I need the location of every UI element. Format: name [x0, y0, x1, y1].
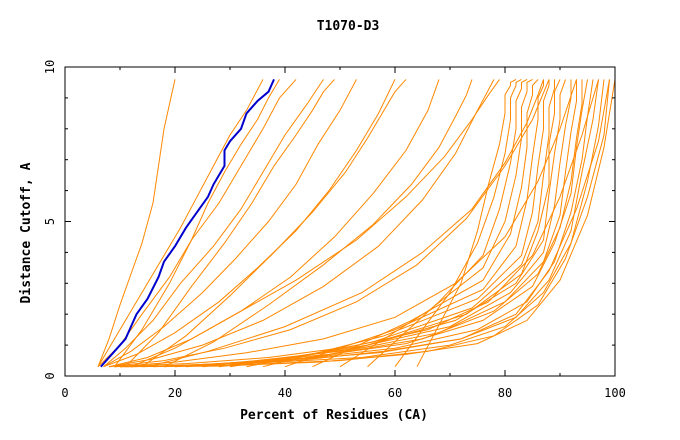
series-line-13: [119, 79, 616, 368]
y-axis-label: Distance Cutoff, A: [19, 162, 34, 303]
series-line-5: [103, 79, 357, 368]
series-line-23: [229, 79, 561, 368]
x-tick-label: 60: [388, 386, 402, 400]
x-tick-label: 40: [278, 386, 292, 400]
series-line-14: [125, 79, 610, 368]
series-line-3: [97, 79, 297, 368]
series-line-29: [367, 78, 528, 368]
series-line-37: [147, 79, 544, 368]
series-line-7: [108, 79, 440, 368]
series-line-31: [416, 78, 517, 367]
series-line-11: [114, 79, 599, 368]
series-line-1: [97, 79, 176, 367]
series-line-27: [312, 79, 539, 368]
series-line-9: [108, 79, 550, 368]
series-line-33: [125, 79, 335, 368]
series-line-20: [185, 79, 577, 368]
chart-title: T1070-D3: [317, 19, 380, 34]
series-line-25: [262, 79, 550, 368]
series-line-22: [218, 79, 566, 368]
x-tick-label: 80: [498, 386, 512, 400]
series-line-12: [119, 79, 610, 368]
series-line-10: [114, 79, 577, 368]
x-axis-label: Percent of Residues (CA): [240, 408, 428, 423]
series-line-26: [284, 79, 544, 368]
y-tick-label: 10: [43, 60, 57, 74]
series-line-17: [152, 79, 594, 368]
series-line-16: [141, 79, 599, 368]
y-tick-label: 0: [43, 372, 57, 379]
series-line-24: [246, 79, 555, 368]
series-line-4: [103, 79, 324, 368]
series-line-35: [163, 79, 473, 368]
series-line-32: [114, 79, 280, 367]
series-line-34: [141, 79, 407, 368]
x-tick-label: 100: [604, 386, 626, 400]
series-line-19: [174, 79, 583, 368]
series-layer: [97, 78, 616, 368]
x-tick-label: 20: [168, 386, 182, 400]
series-line-15: [130, 79, 605, 368]
highlight-layer: [100, 78, 275, 368]
x-tick-label: 0: [61, 386, 68, 400]
tick-layer: 0 20 40 60 80 100 0 5 10: [43, 60, 626, 400]
series-line-36: [130, 79, 500, 368]
series-line-21: [202, 79, 572, 368]
highlight-series-line: [100, 78, 275, 368]
series-line-2: [97, 79, 264, 367]
series-line-8: [108, 79, 495, 368]
series-line-28: [339, 78, 533, 368]
y-tick-label: 5: [43, 218, 57, 225]
series-line-30: [394, 78, 522, 367]
